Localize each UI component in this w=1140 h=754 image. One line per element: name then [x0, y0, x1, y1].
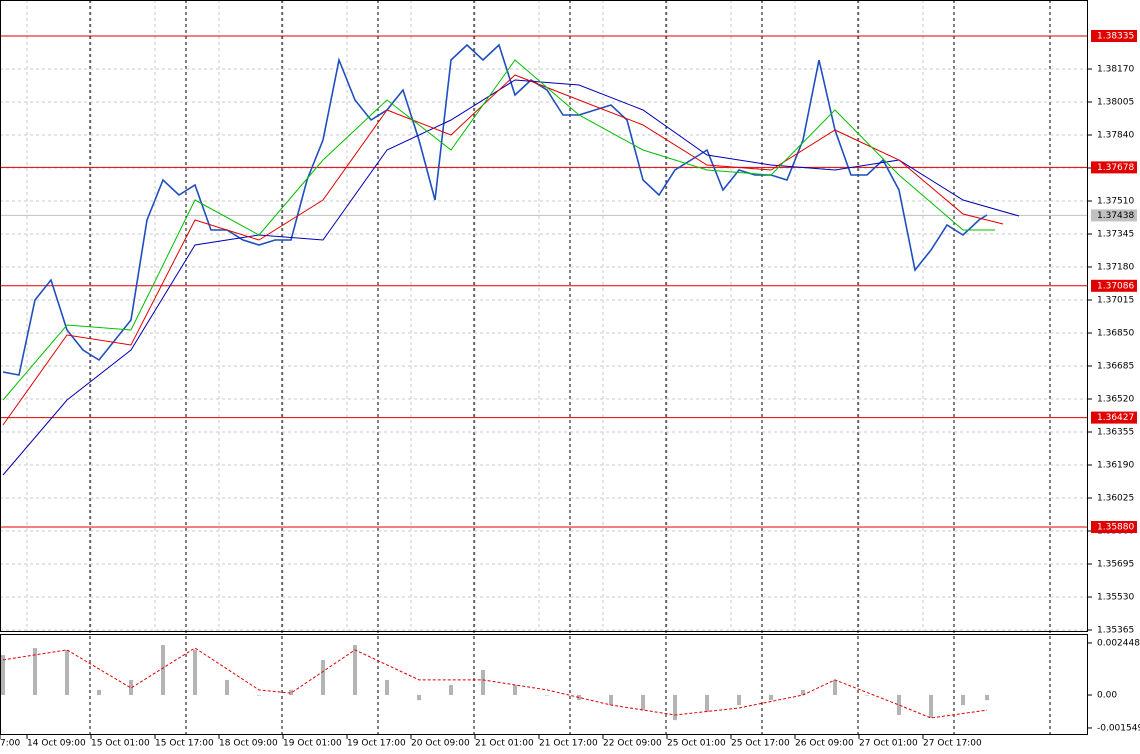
y-tick-label: 1.37345 [1097, 230, 1134, 240]
histogram-bar [545, 695, 549, 696]
level-label: 1.37086 [1097, 281, 1134, 291]
level-box [1091, 161, 1137, 174]
x-tick-label: 14 Oct 09:00 [27, 739, 86, 749]
histogram-bar [225, 679, 229, 696]
histogram-bar [801, 689, 805, 696]
histogram-bar [417, 695, 421, 701]
x-tick-label: 21 Oct 17:00 [539, 739, 598, 749]
histogram-bar [97, 689, 101, 696]
level-box [1091, 411, 1137, 424]
y-tick-label: 1.38005 [1097, 98, 1134, 108]
y-tick-label: 1.36850 [1097, 329, 1134, 339]
x-tick-label: 22 Oct 09:00 [603, 739, 662, 749]
y-tick-label: -0.001549 [1097, 723, 1140, 733]
x-tick-label: 15 Oct 17:00 [155, 739, 214, 749]
histogram-bar [961, 695, 965, 706]
histogram-bar [833, 679, 837, 696]
level-box [1091, 521, 1137, 533]
price-line [2, 43, 988, 376]
histogram-bar [385, 679, 389, 696]
histogram-bar [257, 695, 261, 696]
plot-area [0, 0, 1088, 632]
plot-area [1, 645, 989, 721]
y-tick-label: 1.35695 [1097, 560, 1134, 570]
y-tick-label: 1.36520 [1097, 395, 1134, 405]
y-tick-label: 1.36025 [1097, 494, 1134, 504]
x-tick-label: 21 Oct 01:00 [475, 739, 534, 749]
y-tick-label: 0.002448 [1097, 638, 1140, 648]
histogram-bar [609, 695, 613, 706]
x-tick-label: 18 Oct 09:00 [219, 739, 278, 749]
y-tick-label: 1.36190 [1097, 461, 1134, 471]
histogram-bar [161, 645, 165, 696]
x-tick-label: 25 Oct 01:00 [667, 739, 726, 749]
y-tick-label: 1.37840 [1097, 131, 1134, 141]
histogram-bar [1, 655, 5, 696]
moving-average [2, 79, 1020, 476]
signal-line [2, 647, 988, 719]
x-tick-label: 27 Oct 01:00 [859, 739, 918, 749]
y-tick-label: 1.37015 [1097, 296, 1134, 306]
histogram-bar [321, 659, 325, 696]
last-price-box [1091, 209, 1137, 222]
y-tick-label: 1.36355 [1097, 428, 1134, 438]
y-tick-label: 1.37510 [1097, 197, 1134, 207]
histogram-bar [705, 695, 709, 713]
histogram-bar [985, 695, 989, 701]
panel-frame [0, 634, 1088, 735]
histogram-bar [769, 695, 773, 701]
x-tick-label: 25 Oct 17:00 [731, 739, 790, 749]
last-price-label: 1.37438 [1097, 211, 1134, 221]
histogram-bar [129, 679, 133, 696]
histogram-bar [641, 695, 645, 711]
y-tick-label: 0.00 [1097, 691, 1117, 701]
x-tick-label: 19 Oct 17:00 [347, 739, 406, 749]
level-box [1091, 30, 1137, 42]
level-label: 1.36427 [1097, 413, 1134, 423]
histogram-bar [737, 695, 741, 706]
level-label: 1.35880 [1097, 523, 1134, 533]
histogram-bar [673, 695, 677, 721]
histogram-bar [481, 669, 485, 696]
y-tick-label: 1.38170 [1097, 65, 1134, 75]
histogram-bar [513, 685, 517, 696]
x-tick-label: 20 Oct 09:00 [411, 739, 470, 749]
x-tick-label: 26 Oct 09:00 [795, 739, 854, 749]
level-box [1091, 279, 1137, 292]
level-label: 1.37678 [1097, 163, 1134, 173]
histogram-bar [289, 689, 293, 696]
histogram-bar [449, 685, 453, 696]
x-tick-label: 27 Oct 17:00 [923, 739, 982, 749]
histogram-bar [897, 695, 901, 716]
x-tick-label: 15 Oct 01:00 [91, 739, 150, 749]
histogram-bar [65, 649, 69, 696]
y-tick-label: 1.35530 [1097, 593, 1134, 603]
histogram-bar [33, 648, 37, 696]
y-tick-label: 1.35365 [1097, 626, 1134, 636]
x-tick-label: 7:00 [0, 739, 20, 749]
moving-average [2, 74, 1004, 426]
moving-average [2, 59, 995, 401]
day-separators [89, 0, 1051, 735]
panel-frame [0, 0, 1088, 632]
histogram-bar [865, 695, 869, 696]
y-tick-label: 1.36685 [1097, 362, 1134, 372]
histogram-bar [193, 649, 197, 696]
y-tick-label: 1.37180 [1097, 263, 1134, 273]
x-tick-label: 19 Oct 01:00 [283, 739, 342, 749]
level-label: 1.38335 [1097, 32, 1134, 42]
histogram-bar [929, 695, 933, 718]
histogram-bar [353, 645, 357, 696]
